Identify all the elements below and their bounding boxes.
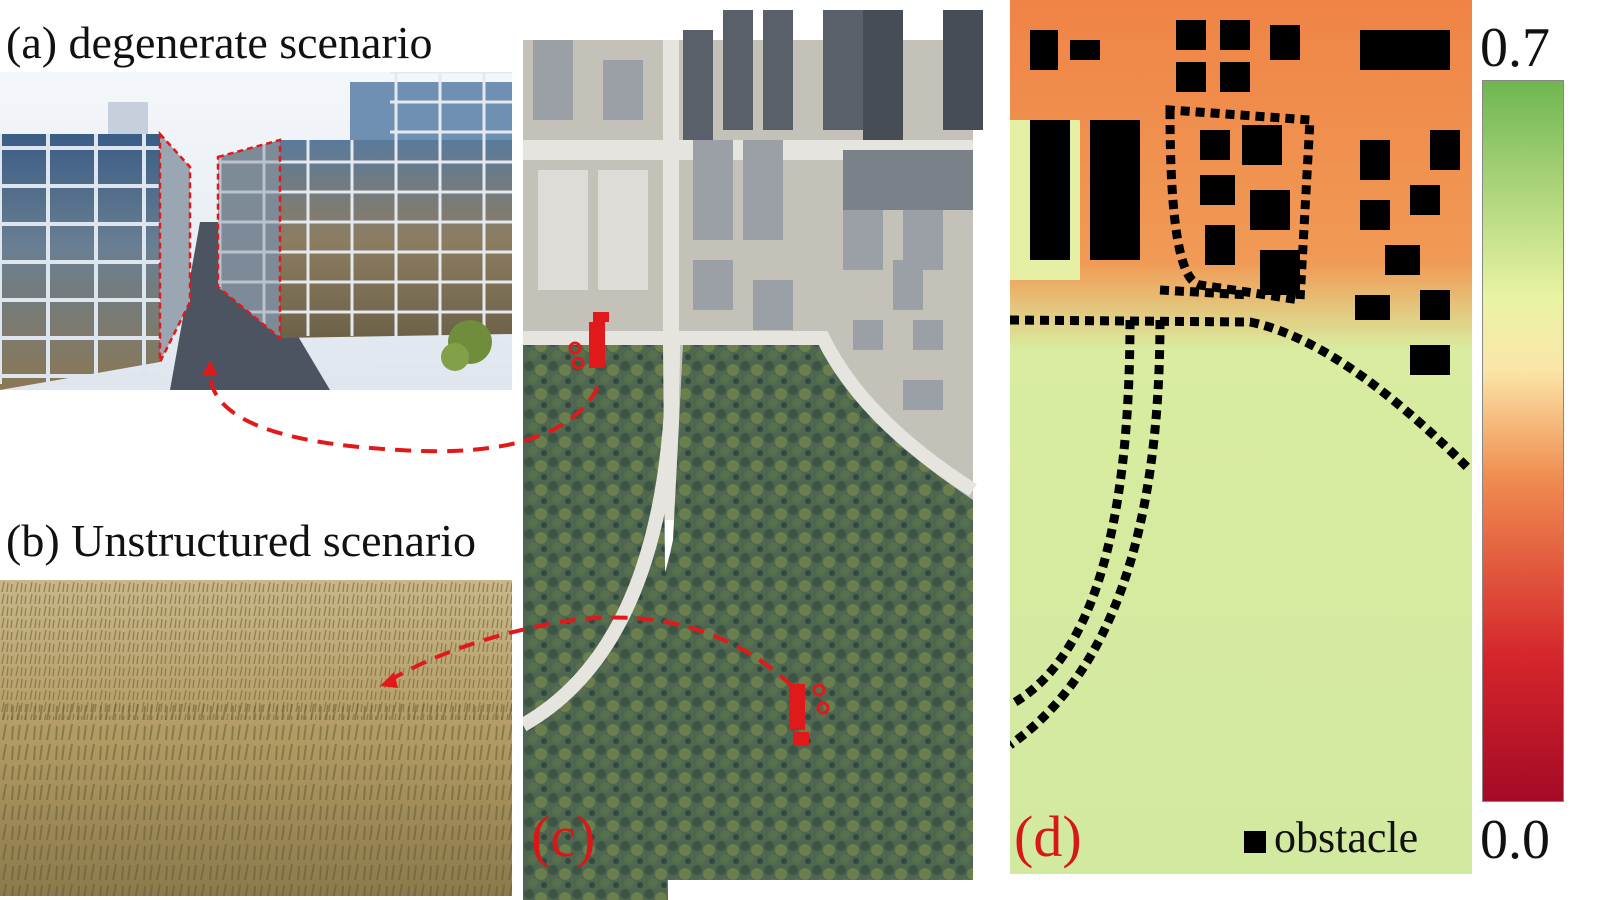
panel-a-title: (a) degenerate scenario [6,17,433,68]
unstructured-scenario-image [0,580,512,896]
degenerate-scenario-image [0,72,512,390]
colorbar [1482,80,1564,802]
map-overview-image: (c) [523,0,985,900]
panel-c-label: (c) [531,804,596,869]
obstacle-legend: obstacle [1244,816,1418,860]
obstacle-legend-label: obstacle [1274,813,1419,862]
traversability-heatmap: (d) obstacle [1010,0,1472,874]
camera-robot-icon [568,312,609,370]
camera-robot-icon [789,683,830,746]
colorbar-max-label: 0.7 [1480,17,1550,79]
obstacle-legend-swatch [1244,830,1266,853]
panel-b-title: (b) Unstructured scenario [6,515,477,566]
colorbar-min-label: 0.0 [1480,809,1550,871]
panel-d-label: (d) [1014,804,1082,869]
